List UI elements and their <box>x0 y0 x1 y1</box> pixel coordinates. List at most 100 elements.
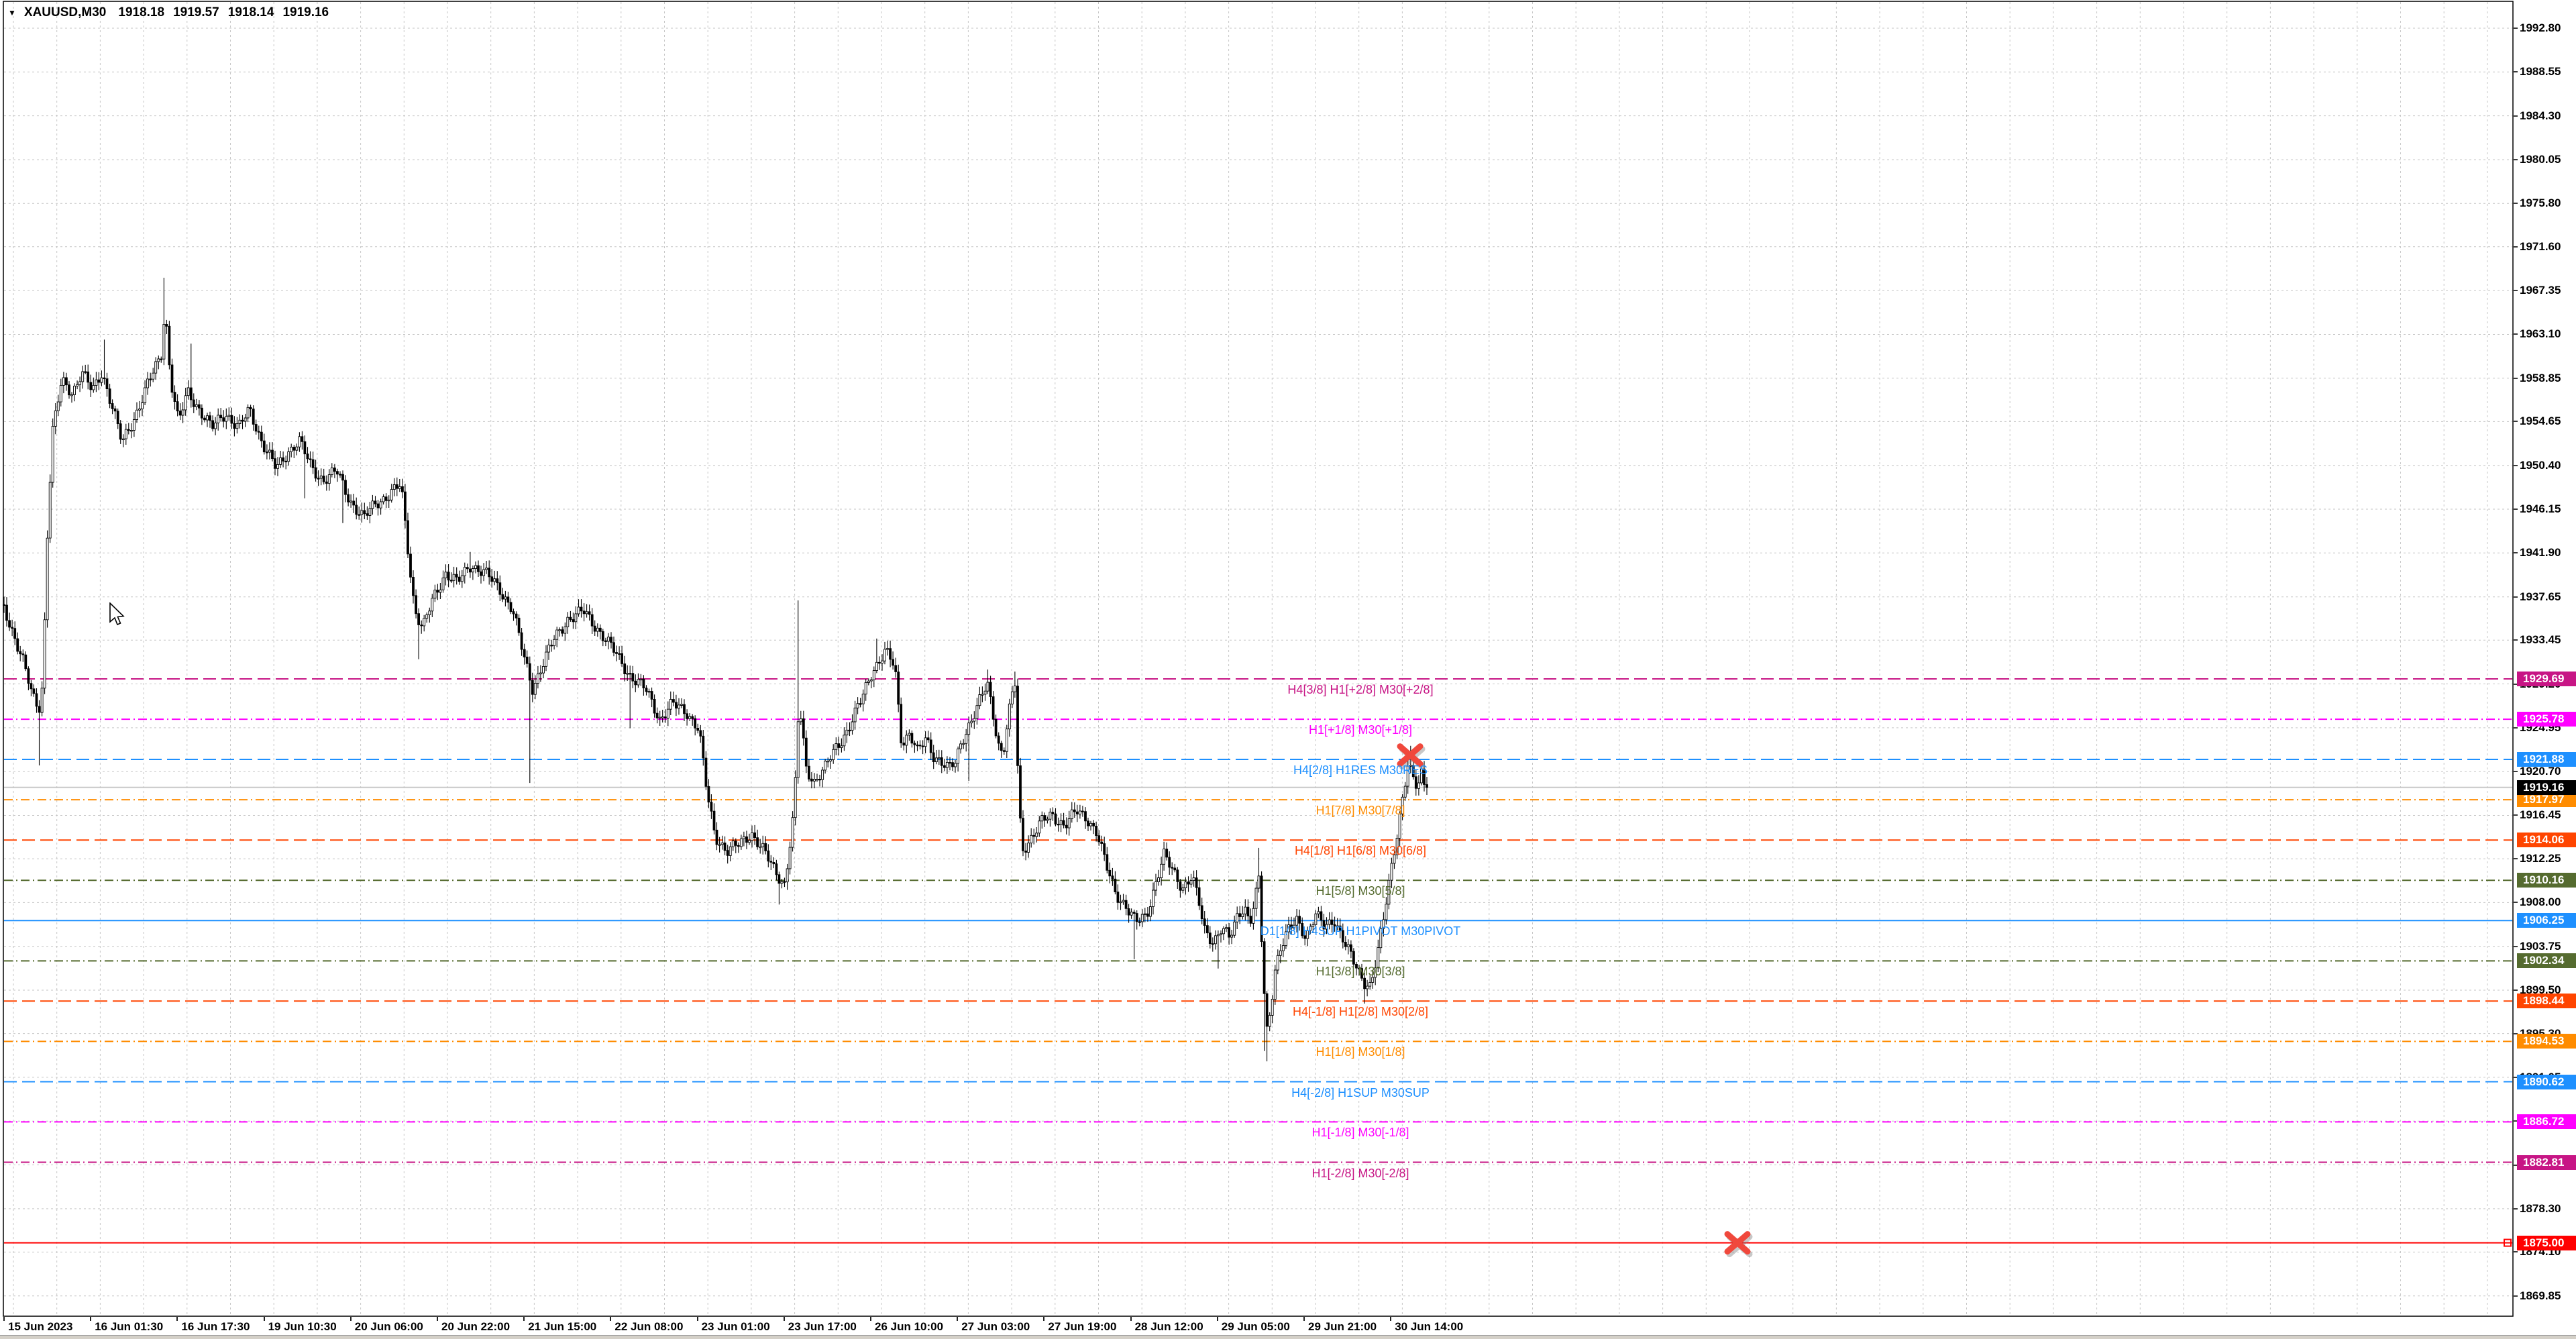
time-label: 16 Jun 17:30 <box>181 1320 250 1333</box>
level-price-box: 1929.69 <box>2517 672 2576 686</box>
ohlc-title: ▼ XAUUSD,M30 1918.18 1919.57 1918.14 191… <box>8 5 337 20</box>
price-tick-mark <box>2514 1295 2518 1297</box>
price-tick-mark <box>2514 902 2518 904</box>
price-tick-mark <box>2514 552 2518 554</box>
price-tick-label: 1988.55 <box>2520 65 2561 78</box>
price-axis[interactable]: 1992.80 1988.55 1984.30 1980.05 1975.80 1971.… <box>2514 0 2576 1316</box>
level-price-box: 1902.34 <box>2517 953 2576 969</box>
time-label: 23 Jun 17:00 <box>788 1320 857 1333</box>
low-value: 1918.14 <box>227 5 274 19</box>
price-tick-mark <box>2514 421 2518 423</box>
grid-lines <box>4 2 2512 1316</box>
price-tick-label: 1899.50 <box>2520 983 2561 997</box>
time-tick-mark <box>1216 1317 1218 1321</box>
time-tick-mark <box>870 1317 871 1321</box>
level-price-box: 1882.81 <box>2517 1155 2576 1170</box>
level-price-box: 1910.16 <box>2517 873 2576 888</box>
time-tick-mark <box>1130 1317 1132 1321</box>
price-tick-mark <box>2514 203 2518 205</box>
sell-signal-cross[interactable] <box>1397 743 1426 770</box>
price-tick-mark <box>2514 1032 2518 1034</box>
time-label: 23 Jun 01:00 <box>701 1320 770 1333</box>
time-tick-mark <box>610 1317 612 1321</box>
price-tick-mark <box>2514 771 2518 773</box>
time-tick-mark <box>523 1317 525 1321</box>
time-tick-mark <box>696 1317 698 1321</box>
level-price-box: 1921.88 <box>2517 752 2576 767</box>
time-label: 29 Jun 21:00 <box>1308 1320 1377 1333</box>
price-tick-label: 1954.65 <box>2520 415 2561 428</box>
open-value: 1918.18 <box>118 5 165 19</box>
price-tick-label: 1963.10 <box>2520 327 2561 341</box>
price-tick-label: 1933.45 <box>2520 633 2561 647</box>
price-tick-label: 1980.05 <box>2520 152 2561 166</box>
price-tick-label: 1878.30 <box>2520 1201 2561 1215</box>
close-value: 1919.16 <box>282 5 329 19</box>
time-label: 15 Jun 2023 <box>8 1320 73 1333</box>
price-tick-mark <box>2514 333 2518 335</box>
time-tick-mark <box>350 1317 352 1321</box>
time-label: 19 Jun 10:30 <box>268 1320 337 1333</box>
mouse-cursor <box>109 602 129 630</box>
price-tick-mark <box>2514 1208 2518 1210</box>
price-tick-mark <box>2514 596 2518 598</box>
level-price-box: 1917.97 <box>2517 792 2576 808</box>
price-tick-label: 1916.45 <box>2520 808 2561 822</box>
level-price-box: 1898.44 <box>2517 994 2576 1009</box>
time-label: 28 Jun 12:00 <box>1134 1320 1203 1333</box>
level-price-box: 1894.53 <box>2517 1034 2576 1049</box>
price-tick-mark <box>2514 115 2518 117</box>
time-tick-mark <box>176 1317 178 1321</box>
price-tick-label: 1920.70 <box>2520 765 2561 778</box>
level-price-box: 1925.78 <box>2517 712 2576 727</box>
price-tick-mark <box>2514 683 2518 685</box>
time-label: 22 Jun 08:00 <box>614 1320 684 1333</box>
time-label: 20 Jun 06:00 <box>354 1320 423 1333</box>
time-label: 29 Jun 05:00 <box>1221 1320 1290 1333</box>
time-tick-mark <box>437 1317 438 1321</box>
time-label: 21 Jun 15:00 <box>528 1320 597 1333</box>
price-tick-mark <box>2514 989 2518 992</box>
price-tick-mark <box>2514 858 2518 860</box>
price-tick-label: 1908.00 <box>2520 896 2561 909</box>
high-value: 1919.57 <box>173 5 219 19</box>
time-label: 26 Jun 10:00 <box>875 1320 944 1333</box>
time-label: 16 Jun 01:30 <box>95 1320 164 1333</box>
time-tick-mark <box>957 1317 959 1321</box>
price-tick-mark <box>2514 290 2518 292</box>
symbol-dropdown-icon[interactable]: ▼ <box>8 8 16 17</box>
price-tick-label: 1903.75 <box>2520 939 2561 953</box>
price-tick-label: 1971.60 <box>2520 239 2561 253</box>
price-tick-mark <box>2514 1120 2518 1122</box>
time-label: 20 Jun 22:00 <box>441 1320 511 1333</box>
price-tick-label: 1941.90 <box>2520 546 2561 559</box>
sell-signal-cross[interactable] <box>1724 1231 1753 1258</box>
price-tick-label: 1869.85 <box>2520 1289 2561 1302</box>
price-tick-mark <box>2514 377 2518 379</box>
window-bottom-strip <box>0 1335 2576 1339</box>
time-tick-mark <box>3 1317 5 1321</box>
level-price-box: 1875.00 <box>2517 1235 2576 1250</box>
price-tick-mark <box>2514 71 2518 73</box>
price-tick-mark <box>2514 945 2518 947</box>
time-axis[interactable]: 15 Jun 2023 16 Jun 01:30 16 Jun 17:30 19 Ju… <box>0 1317 2576 1336</box>
time-tick-mark <box>1043 1317 1045 1321</box>
price-tick-mark <box>2514 508 2518 510</box>
time-tick-mark <box>1303 1317 1305 1321</box>
time-tick-mark <box>90 1317 92 1321</box>
price-tick-mark <box>2514 27 2518 29</box>
price-tick-mark <box>2514 158 2518 160</box>
price-tick-mark <box>2514 464 2518 466</box>
price-tick-mark <box>2514 1251 2518 1253</box>
line-endpoint-handle[interactable] <box>2504 1238 2512 1247</box>
level-price-box: 1890.62 <box>2517 1074 2576 1089</box>
level-price-box: 1886.72 <box>2517 1114 2576 1130</box>
price-tick-label: 1967.35 <box>2520 284 2561 297</box>
level-price-box: 1914.06 <box>2517 833 2576 848</box>
signal-markers[interactable] <box>1397 743 1753 1258</box>
price-tick-label: 1958.85 <box>2520 371 2561 384</box>
price-tick-mark <box>2514 639 2518 641</box>
symbol-period-label: XAUUSD,M30 <box>23 5 107 19</box>
